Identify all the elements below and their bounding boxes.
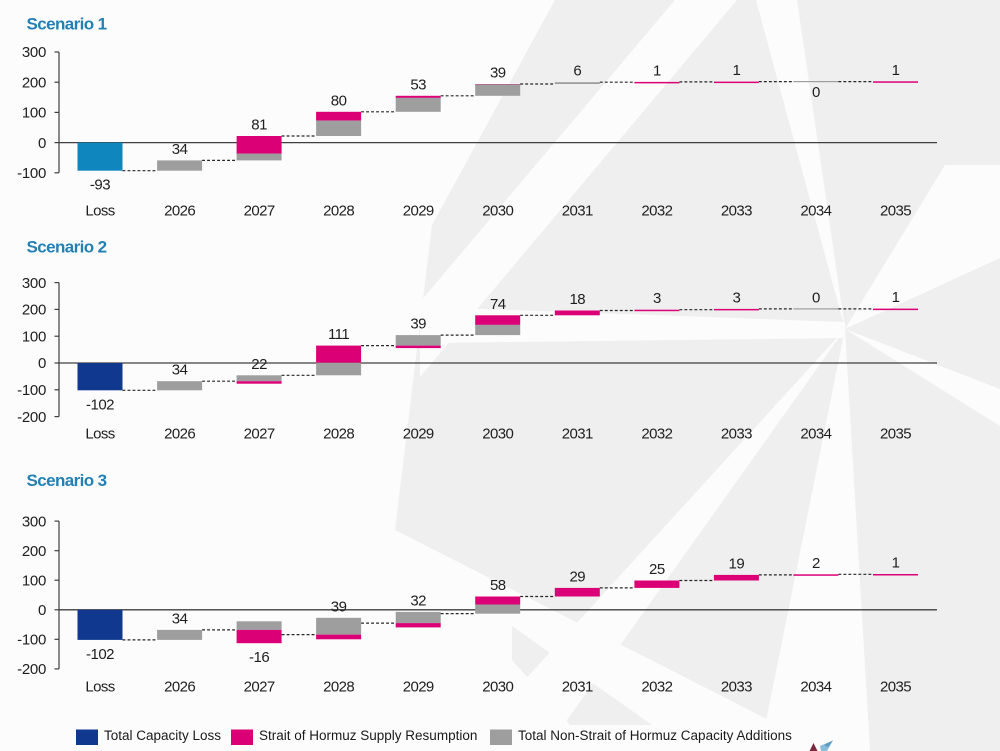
svg-text:39: 39 <box>490 65 506 82</box>
svg-text:2029: 2029 <box>403 426 434 443</box>
svg-text:34: 34 <box>172 141 188 158</box>
svg-text:53: 53 <box>410 76 426 93</box>
svg-text:2032: 2032 <box>641 679 672 696</box>
svg-text:2027: 2027 <box>244 679 275 696</box>
svg-text:0: 0 <box>812 84 820 101</box>
svg-text:2029: 2029 <box>403 203 434 220</box>
svg-text:18: 18 <box>569 291 585 308</box>
svg-text:2: 2 <box>812 555 820 572</box>
svg-text:111: 111 <box>328 326 349 343</box>
svg-text:3: 3 <box>653 290 661 307</box>
svg-text:2027: 2027 <box>244 426 275 443</box>
svg-text:300: 300 <box>22 513 46 530</box>
svg-text:2028: 2028 <box>323 203 354 220</box>
svg-text:300: 300 <box>22 275 46 292</box>
svg-text:2033: 2033 <box>721 679 752 696</box>
svg-text:2035: 2035 <box>880 203 911 220</box>
svg-text:-100: -100 <box>17 632 46 649</box>
svg-text:300: 300 <box>22 44 46 61</box>
svg-text:100: 100 <box>22 328 46 345</box>
svg-text:0: 0 <box>38 355 46 372</box>
svg-text:-102: -102 <box>86 646 114 663</box>
svg-text:1: 1 <box>892 289 900 306</box>
svg-text:0: 0 <box>38 135 46 152</box>
svg-text:2026: 2026 <box>164 426 195 443</box>
svg-text:2030: 2030 <box>482 679 513 696</box>
svg-text:2030: 2030 <box>482 426 513 443</box>
svg-text:80: 80 <box>331 92 347 109</box>
svg-text:2032: 2032 <box>641 426 672 443</box>
svg-text:Loss: Loss <box>85 426 114 443</box>
svg-text:Loss: Loss <box>85 203 114 220</box>
svg-text:-200: -200 <box>17 409 46 426</box>
svg-text:1: 1 <box>653 62 661 79</box>
svg-text:-100: -100 <box>17 165 46 182</box>
svg-text:200: 200 <box>22 74 46 91</box>
svg-text:19: 19 <box>729 555 745 572</box>
svg-text:2034: 2034 <box>800 203 831 220</box>
svg-text:-93: -93 <box>90 177 110 194</box>
svg-text:Scenario 2: Scenario 2 <box>27 238 107 257</box>
svg-text:39: 39 <box>331 598 347 615</box>
svg-text:100: 100 <box>22 105 46 122</box>
svg-text:81: 81 <box>251 117 267 134</box>
svg-text:2034: 2034 <box>800 426 831 443</box>
svg-text:-200: -200 <box>17 661 46 678</box>
svg-text:25: 25 <box>649 561 665 578</box>
svg-text:0: 0 <box>38 602 46 619</box>
svg-text:2028: 2028 <box>323 679 354 696</box>
svg-text:3: 3 <box>732 289 740 306</box>
svg-text:22: 22 <box>251 356 267 373</box>
svg-text:39: 39 <box>410 316 426 333</box>
svg-text:-16: -16 <box>249 649 269 666</box>
svg-text:1: 1 <box>732 62 740 79</box>
svg-text:6: 6 <box>573 63 581 80</box>
svg-text:29: 29 <box>569 568 585 585</box>
svg-text:34: 34 <box>172 362 188 379</box>
svg-text:1: 1 <box>892 62 900 79</box>
svg-text:Strait of Hormuz Supply Resump: Strait of Hormuz Supply Resumption <box>259 728 477 743</box>
svg-text:-102: -102 <box>86 396 114 413</box>
svg-text:2027: 2027 <box>244 203 275 220</box>
svg-text:74: 74 <box>490 296 506 313</box>
svg-text:2033: 2033 <box>721 426 752 443</box>
svg-text:2028: 2028 <box>323 426 354 443</box>
svg-text:34: 34 <box>172 610 188 627</box>
svg-text:Scenario 3: Scenario 3 <box>27 471 107 490</box>
svg-text:2030: 2030 <box>482 203 513 220</box>
svg-text:2032: 2032 <box>641 203 672 220</box>
svg-text:2031: 2031 <box>562 426 593 443</box>
svg-text:200: 200 <box>22 302 46 319</box>
svg-text:2033: 2033 <box>721 203 752 220</box>
svg-text:2035: 2035 <box>880 679 911 696</box>
svg-text:0: 0 <box>812 289 820 306</box>
svg-text:100: 100 <box>22 573 46 590</box>
svg-text:-100: -100 <box>17 382 46 399</box>
svg-text:200: 200 <box>22 543 46 560</box>
svg-text:2026: 2026 <box>164 203 195 220</box>
svg-text:32: 32 <box>410 592 426 609</box>
svg-text:Loss: Loss <box>85 679 114 696</box>
svg-text:Scenario 1: Scenario 1 <box>27 15 107 34</box>
svg-text:2031: 2031 <box>562 679 593 696</box>
svg-text:58: 58 <box>490 577 506 594</box>
svg-text:1: 1 <box>892 555 900 572</box>
svg-text:2035: 2035 <box>880 426 911 443</box>
svg-text:2029: 2029 <box>403 679 434 696</box>
svg-text:Total Non-Strait of Hormuz Cap: Total Non-Strait of Hormuz Capacity Addi… <box>518 728 792 743</box>
svg-text:2031: 2031 <box>562 203 593 220</box>
svg-text:2026: 2026 <box>164 679 195 696</box>
svg-text:2034: 2034 <box>800 679 831 696</box>
svg-text:Total Capacity Loss: Total Capacity Loss <box>104 728 221 743</box>
